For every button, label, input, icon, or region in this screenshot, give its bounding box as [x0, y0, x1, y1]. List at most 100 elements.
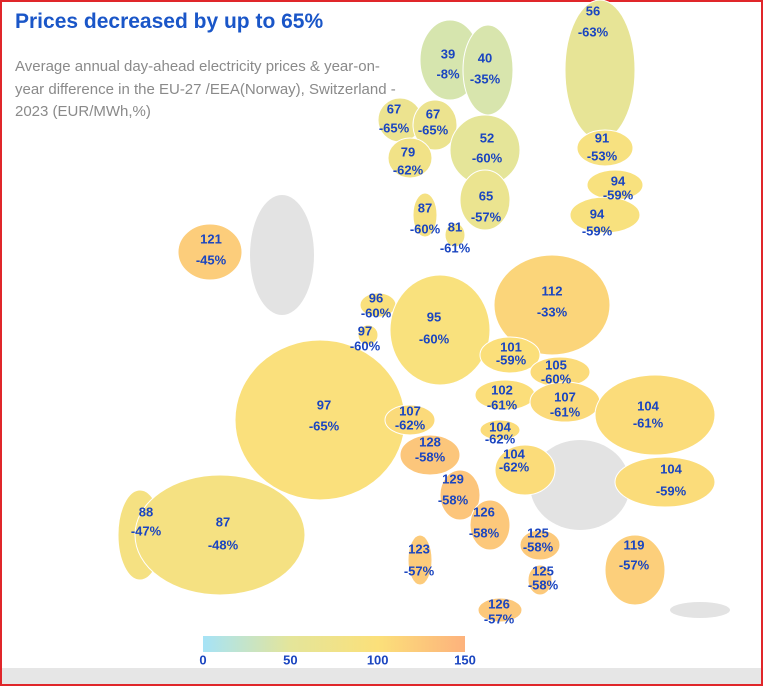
price-label: 107 [554, 389, 576, 404]
price-label: 119 [624, 537, 645, 552]
change-label: -57% [619, 557, 650, 572]
land-gray [670, 602, 730, 618]
change-label: -63% [578, 24, 609, 39]
change-label: -45% [196, 252, 227, 267]
region [387, 137, 433, 179]
region [594, 374, 716, 456]
price-label: 97 [358, 323, 372, 338]
change-label: -62% [393, 162, 424, 177]
price-label: 87 [216, 514, 230, 529]
colorbar-tick-label: 150 [454, 652, 476, 667]
region [494, 444, 556, 496]
change-label: -60% [419, 331, 450, 346]
land-gray [250, 195, 314, 315]
price-label: 104 [660, 461, 682, 476]
change-label: -65% [418, 122, 449, 137]
title: Prices decreased by up to 65% [15, 10, 324, 33]
price-label: 129 [442, 471, 464, 486]
price-label: 121 [200, 231, 222, 246]
change-label: -33% [537, 304, 568, 319]
price-label: 97 [317, 397, 331, 412]
region [357, 324, 379, 346]
change-label: -60% [350, 338, 381, 353]
price-label: 125 [527, 525, 549, 540]
colorbar-tick-label: 0 [199, 652, 206, 667]
price-label: 104 [489, 419, 511, 434]
change-label: -62% [485, 431, 516, 446]
change-label: -61% [550, 404, 581, 419]
price-label: 40 [478, 50, 492, 65]
price-label: 94 [611, 173, 626, 188]
price-label: 81 [448, 219, 462, 234]
change-label: -57% [484, 611, 515, 626]
change-label: -58% [528, 577, 559, 592]
region [384, 404, 436, 436]
price-label: 39 [441, 46, 455, 61]
region [412, 192, 438, 238]
price-label: 88 [139, 504, 153, 519]
region [407, 534, 433, 586]
region [479, 419, 521, 441]
region [564, 0, 636, 141]
price-label: 107 [399, 403, 421, 418]
change-label: -35% [470, 71, 501, 86]
region [527, 564, 553, 596]
change-label: -60% [541, 371, 572, 386]
footer-strip [2, 668, 761, 684]
price-label: 94 [590, 206, 605, 221]
change-label: -58% [469, 525, 500, 540]
region [519, 529, 561, 561]
region [462, 24, 514, 116]
land-gray [530, 440, 630, 530]
region [444, 222, 466, 248]
region [412, 99, 458, 151]
region [604, 534, 666, 606]
region [459, 169, 511, 231]
price-label: 91 [595, 130, 609, 145]
change-label: -60% [472, 150, 503, 165]
change-label: -62% [499, 459, 530, 474]
price-label: 52 [480, 130, 494, 145]
price-label: 65 [479, 188, 493, 203]
region [399, 434, 461, 476]
change-label: -57% [404, 563, 435, 578]
price-label: 56 [586, 3, 600, 18]
price-label: 104 [503, 446, 525, 461]
region [479, 336, 541, 374]
change-label: -61% [633, 415, 664, 430]
change-label: -58% [415, 449, 446, 464]
price-label: 101 [500, 339, 522, 354]
price-label: 128 [419, 434, 441, 449]
region [493, 254, 611, 356]
price-label: 87 [418, 200, 432, 215]
price-label: 126 [473, 504, 495, 519]
change-label: -60% [361, 305, 392, 320]
colorbar-tick-label: 100 [367, 652, 389, 667]
change-label: -59% [603, 187, 634, 202]
colorbar [203, 636, 465, 652]
region [389, 274, 491, 386]
change-label: -61% [440, 240, 471, 255]
price-label: 104 [637, 398, 659, 413]
price-label: 126 [488, 596, 510, 611]
change-label: -53% [587, 148, 618, 163]
price-label: 96 [369, 290, 383, 305]
region [177, 223, 243, 281]
region [477, 597, 523, 623]
price-label: 123 [408, 541, 430, 556]
price-label: 102 [491, 382, 513, 397]
change-label: -47% [131, 523, 162, 538]
change-label: -60% [410, 221, 441, 236]
change-label: -48% [208, 537, 239, 552]
change-label: -61% [487, 397, 518, 412]
price-label: 105 [545, 357, 567, 372]
price-label: 67 [387, 101, 401, 116]
change-label: -65% [309, 418, 340, 433]
change-label: -58% [438, 492, 469, 507]
region [134, 474, 306, 596]
subtitle: Average annual day-ahead electricity pri… [15, 58, 396, 120]
region [576, 129, 634, 167]
price-label: 95 [427, 309, 441, 324]
